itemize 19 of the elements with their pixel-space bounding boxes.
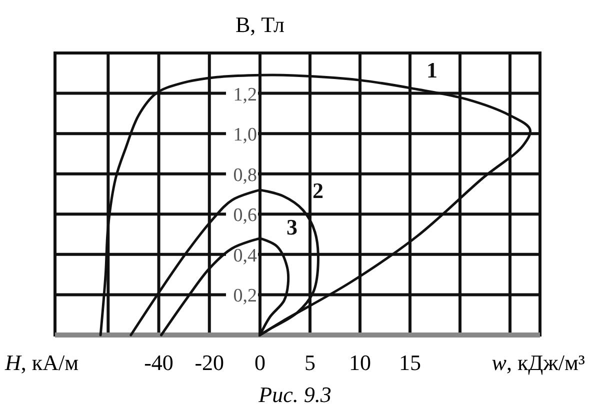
- x-tick-label: 0: [254, 350, 266, 375]
- y-tick-label: 0,2: [233, 286, 257, 307]
- x-tick-label: -20: [194, 350, 224, 375]
- x-tick-label: 10: [349, 350, 371, 375]
- y-tick-label: 1,2: [233, 84, 257, 106]
- y-tick-label: 0,8: [233, 164, 257, 186]
- x-tick-label: 5: [304, 350, 316, 375]
- series-label: 3: [286, 214, 298, 240]
- x-axis-title: w, кДж/м³: [492, 350, 586, 375]
- series-label: 1: [426, 57, 438, 82]
- y-tick-label: 0,6: [233, 205, 257, 226]
- y-tick-label: 1,0: [233, 124, 257, 146]
- x-axis-title: H, кА/м: [4, 350, 79, 375]
- series-label: 2: [312, 178, 324, 204]
- y-tick-label: 0,4: [233, 245, 258, 266]
- y-axis-title: B, Тл: [236, 12, 285, 37]
- x-tick-label: 15: [399, 350, 421, 375]
- x-tick-label: -40: [144, 350, 174, 375]
- text: Рис. 9.3: [258, 382, 332, 407]
